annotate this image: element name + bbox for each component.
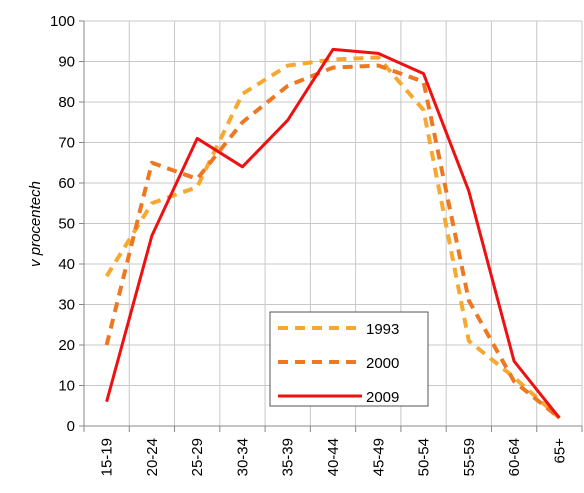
series-line: [104, 55, 561, 420]
y-axis-label: v procentech: [27, 181, 44, 267]
y-tick-label: 70: [58, 135, 75, 152]
x-tick-label: 55-59: [461, 438, 478, 476]
x-tick-label: 60-64: [506, 438, 523, 476]
y-tick-label: 80: [58, 94, 75, 111]
y-tick-label: 0: [67, 418, 75, 435]
x-tick-label: 40-44: [325, 438, 342, 476]
series-line: [105, 47, 561, 419]
legend-label: 1993: [366, 321, 399, 338]
x-tick-label: 45-49: [370, 438, 387, 476]
y-tick-label: 30: [58, 297, 75, 314]
x-tick-label: 65+: [551, 438, 568, 464]
legend: 1993 2000 2009: [269, 311, 429, 407]
y-tick-label: 90: [58, 54, 75, 71]
x-tick-label: 30-34: [234, 438, 251, 476]
y-tick-label: 60: [58, 175, 75, 192]
y-tick-label: 50: [58, 216, 75, 233]
y-tick-label: 10: [58, 378, 75, 395]
x-tick-label: 25-29: [189, 438, 206, 476]
x-tick-label: 50-54: [416, 438, 433, 476]
series-line: [104, 63, 561, 420]
legend-label: 2000: [366, 355, 399, 372]
x-tick-label: 35-39: [280, 438, 297, 476]
x-tick-label: 15-19: [99, 438, 116, 476]
y-tick-label: 40: [58, 256, 75, 273]
y-tick-label: 100: [50, 13, 75, 30]
legend-label: 2009: [366, 389, 399, 406]
y-tick-label: 20: [58, 337, 75, 354]
x-tick-label: 20-24: [144, 438, 161, 476]
